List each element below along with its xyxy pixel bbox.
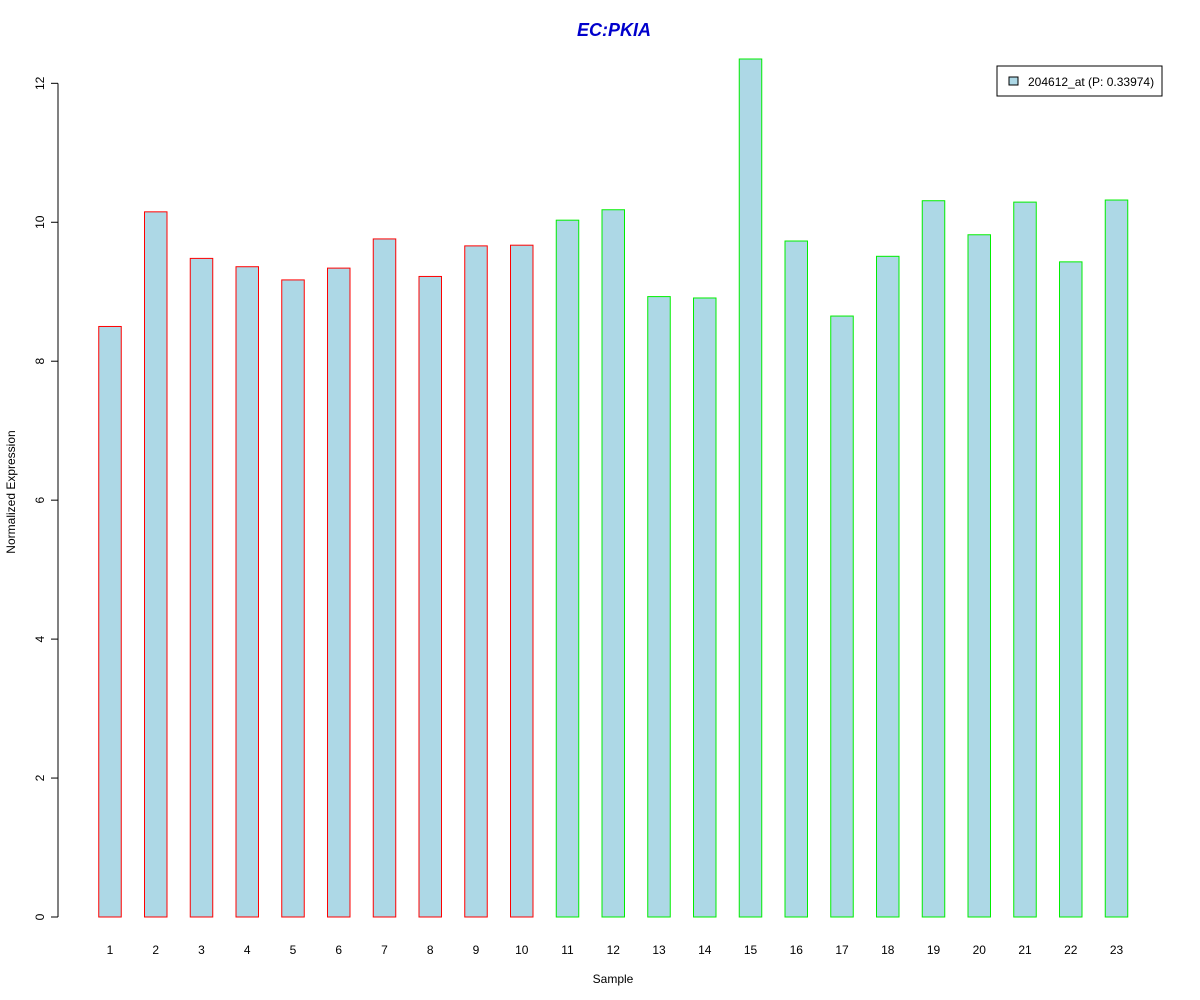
x-tick-label: 18 [881,943,895,957]
x-tick-label: 17 [835,943,849,957]
bar-sample-19 [921,200,946,918]
y-tick-label: 0 [33,913,47,920]
bar-sample-21 [1013,201,1037,918]
bars-group [98,58,1129,918]
bar-sample-8 [418,275,442,918]
x-tick-label: 16 [790,943,804,957]
bar-sample-3 [189,257,214,918]
y-tick-label: 8 [33,358,47,365]
legend-box [996,65,1163,97]
y-axis-label: Normalized Expression [4,430,18,553]
bar-sample-7 [372,238,397,918]
x-tick-label: 9 [473,943,480,957]
bar-sample-9 [464,245,488,918]
x-tick-label: 4 [244,943,251,957]
bar-sample-4 [235,266,259,918]
x-tick-label: 6 [335,943,342,957]
y-tick-label: 10 [33,215,47,229]
y-tick-label: 4 [33,635,47,642]
x-tick-label: 1 [107,943,114,957]
x-tick-label: 11 [561,943,574,957]
x-tick-label: 13 [652,943,666,957]
y-tick-label: 6 [33,497,47,504]
bar-sample-23 [1104,199,1129,918]
legend-label: 204612_at (P: 0.33974) [1028,75,1154,89]
x-tick-label: 19 [927,943,941,957]
bar-sample-2 [144,211,168,918]
bar-sample-17 [830,315,854,918]
x-tick-label: 22 [1064,943,1078,957]
bar-sample-11 [555,219,580,918]
x-tick-label: 3 [198,943,205,957]
x-tick-label: 12 [607,943,621,957]
bar-sample-15 [738,58,763,918]
x-axis-label: Sample [593,972,634,986]
y-tick-label: 2 [33,774,47,781]
bar-sample-10 [510,244,534,918]
bar-sample-16 [784,240,808,918]
bar-sample-1 [98,325,122,918]
x-tick-label: 14 [698,943,712,957]
legend: 204612_at (P: 0.33974) [996,65,1163,97]
x-tick-label: 2 [152,943,159,957]
x-tick-label: 20 [973,943,987,957]
x-tick-label: 21 [1018,943,1032,957]
chart-title: EC:PKIA [577,20,651,40]
x-tick-label: 23 [1110,943,1124,957]
bar-sample-6 [327,267,351,918]
legend-swatch [1008,76,1019,86]
bar-sample-5 [281,279,305,918]
x-tick-labels: 1 2 3 4 5 6 7 8 9 10 11 12 13 14 15 16 17 18 19 20 21 22 23 [107,943,1124,957]
bar-sample-22 [1059,261,1083,918]
x-tick-label: 10 [515,943,529,957]
x-tick-label: 15 [744,943,758,957]
bar-sample-20 [967,234,991,918]
bar-sample-13 [647,296,671,918]
bar-sample-14 [693,297,717,918]
x-tick-label: 5 [290,943,297,957]
y-tick-label: 12 [33,76,47,90]
bar-sample-12 [601,209,625,918]
bar-sample-18 [876,255,900,918]
y-axis: 0 2 4 6 8 10 12 [33,76,59,920]
x-tick-label: 7 [381,943,388,957]
x-tick-label: 8 [427,943,434,957]
